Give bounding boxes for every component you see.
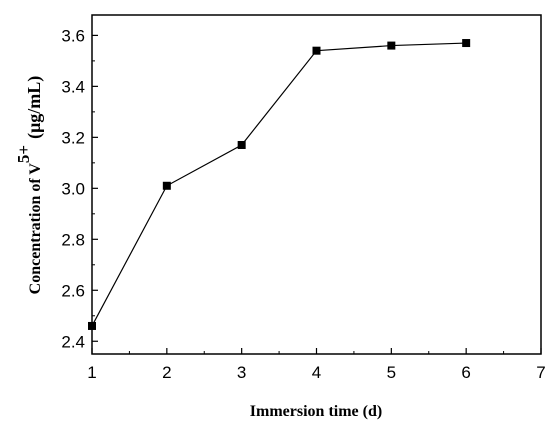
y-tick-label: 2.8 <box>61 230 85 249</box>
x-tick-label: 4 <box>312 363 321 382</box>
x-tick-label: 6 <box>461 363 470 382</box>
data-point <box>387 41 396 50</box>
svg-text:Concentration of V5+(μg/mL): Concentration of V5+ (μg/mL) <box>14 76 45 295</box>
x-axis-title: Immersion time (d) <box>250 403 382 420</box>
y-tick-label: 3.0 <box>61 179 85 198</box>
data-point <box>237 140 246 149</box>
y-tick-label: 2.4 <box>61 332 85 351</box>
y-tick-label: 2.6 <box>61 281 85 300</box>
data-point <box>162 181 171 190</box>
y-axis-title-text: Concentration of V <box>27 163 44 295</box>
y-tick-label: 3.4 <box>61 77 85 96</box>
y-axis-title-unit: (μg/mL) <box>24 76 45 139</box>
x-tick-label: 2 <box>162 363 171 382</box>
y-axis-title: Concentration of V5+ (μg/mL) <box>14 76 45 295</box>
x-tick-label: 7 <box>536 363 545 382</box>
series-line <box>91 42 467 327</box>
y-axis-title-superscript: 5+ <box>14 145 33 163</box>
y-tick-label: 3.2 <box>61 128 85 147</box>
series-layer <box>88 39 471 330</box>
x-tick-label: 3 <box>237 363 246 382</box>
x-tick-label: 5 <box>387 363 396 382</box>
x-axis-ticks: 1 2 3 4 5 6 7 <box>87 348 546 382</box>
data-point <box>88 321 96 330</box>
data-point <box>462 39 471 48</box>
y-axis-ticks: 2.4 2.6 2.8 3.0 3.2 3.4 3.6 <box>61 26 98 351</box>
y-tick-label: 3.6 <box>61 26 85 45</box>
x-tick-label: 1 <box>87 363 96 382</box>
plot-frame <box>91 14 542 355</box>
data-point <box>312 46 321 55</box>
